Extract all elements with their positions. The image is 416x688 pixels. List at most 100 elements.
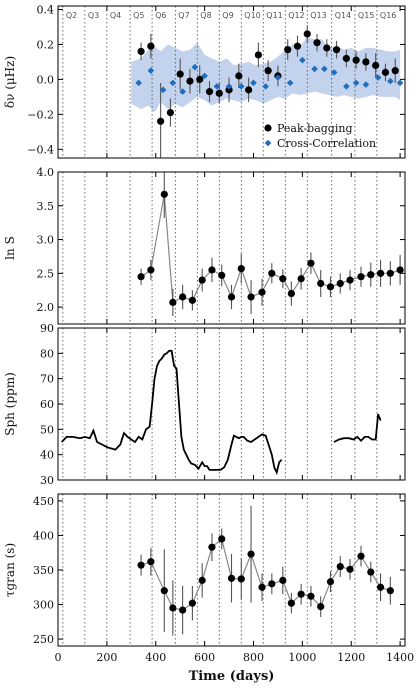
x-tick-label: 600 — [194, 651, 215, 664]
data-point-cross-correlation — [321, 65, 328, 73]
data-point — [346, 276, 354, 284]
y-axis-label: δν (μHz) — [3, 56, 17, 108]
panel-ln-s: 2.0 2.5 3.0 3.5 4.0 ln S — [3, 166, 406, 325]
data-point — [386, 587, 394, 595]
data-point — [237, 265, 245, 273]
data-point — [357, 552, 365, 560]
panel-frame — [57, 171, 406, 325]
y-tick-label: 0.0 — [37, 73, 55, 86]
quarter-label: Q10 — [244, 11, 260, 20]
y-tick-label: 40 — [40, 449, 54, 462]
data-point — [326, 283, 335, 291]
plot-area — [62, 494, 394, 646]
data-point — [160, 190, 168, 198]
quarter-label: Q2 — [66, 11, 77, 20]
data-point — [287, 599, 295, 607]
data-point — [160, 587, 168, 595]
y-tick-label: 90 — [40, 322, 54, 335]
legend-marker-peak-bagging — [264, 124, 272, 132]
y-tick-label: 0.2 — [37, 38, 55, 51]
data-point-peak-bagging — [215, 89, 223, 97]
data-point-peak-bagging — [313, 39, 321, 47]
data-point-peak-bagging — [303, 30, 311, 38]
data-point-peak-bagging — [225, 86, 233, 94]
y-tick-label: 3.0 — [37, 234, 55, 247]
data-point — [188, 296, 197, 304]
data-point — [268, 269, 276, 277]
data-point — [317, 279, 325, 288]
x-tick-label: 1400 — [386, 651, 414, 664]
data-point — [179, 606, 187, 614]
data-point-cross-correlation — [159, 86, 167, 94]
data-point-cross-correlation — [135, 79, 142, 87]
plot-area — [61, 328, 382, 480]
data-point — [336, 279, 344, 288]
data-point — [208, 266, 216, 274]
data-point-cross-correlation — [169, 79, 177, 87]
data-point — [137, 273, 145, 281]
data-point — [169, 604, 177, 612]
data-point — [198, 576, 206, 584]
y-tick-label: −0.4 — [27, 143, 54, 156]
data-point — [247, 293, 255, 301]
data-point — [367, 568, 375, 576]
data-point — [218, 535, 226, 543]
data-point-cross-correlation — [213, 83, 221, 90]
x-axis-title: Time (days) — [189, 669, 275, 684]
data-point-cross-correlation — [286, 79, 294, 87]
data-point-peak-bagging — [352, 56, 360, 64]
data-point-cross-correlation — [299, 56, 306, 64]
data-point — [317, 603, 325, 611]
data-point — [297, 275, 305, 283]
y-tick-label: 0.4 — [37, 3, 55, 16]
x-tick-label: 200 — [96, 651, 117, 664]
y-tick-label: 250 — [33, 633, 54, 646]
data-point — [376, 269, 385, 277]
data-point-cross-correlation — [330, 69, 338, 76]
y-tick-label: 50 — [40, 423, 54, 436]
quarter-label: Q3 — [88, 11, 99, 20]
data-point-cross-correlation — [147, 67, 155, 74]
data-point — [376, 583, 385, 591]
series-line — [333, 413, 382, 443]
y-axis-label: Sph (ppm) — [3, 372, 17, 436]
data-point — [297, 590, 305, 598]
data-point-peak-bagging — [147, 42, 155, 50]
data-point-cross-correlation — [387, 77, 394, 85]
data-point-peak-bagging — [264, 67, 272, 75]
quarter-label: Q4 — [110, 11, 121, 20]
data-point-peak-bagging — [157, 117, 165, 125]
y-tick-label: 4.0 — [37, 166, 55, 179]
data-point — [218, 271, 226, 279]
data-point — [367, 271, 375, 279]
data-point — [258, 583, 266, 591]
data-point-peak-bagging — [254, 51, 262, 59]
data-point-peak-bagging — [342, 54, 350, 63]
data-point-cross-correlation — [343, 83, 350, 90]
y-tick-label: 3.5 — [37, 200, 55, 213]
y-tick-label: 80 — [40, 347, 54, 360]
y-tick-label: 2.5 — [37, 267, 55, 280]
data-point-cross-correlation — [362, 81, 370, 88]
data-point — [268, 580, 276, 588]
y-tick-label: 30 — [40, 474, 54, 487]
x-tick-label: 0 — [55, 651, 62, 664]
data-point-peak-bagging — [176, 70, 184, 78]
x-tick-label: 1200 — [337, 651, 365, 664]
x-tick-label: 800 — [243, 651, 264, 664]
data-point-cross-correlation — [311, 65, 318, 73]
quarter-label: Q12 — [288, 11, 304, 20]
data-point — [237, 575, 245, 583]
data-point — [336, 562, 344, 571]
data-point-peak-bagging — [245, 86, 253, 94]
data-point-cross-correlation — [191, 63, 199, 71]
data-point — [137, 561, 145, 569]
data-point-peak-bagging — [293, 42, 302, 50]
data-point — [326, 578, 335, 586]
quarter-label: Q11 — [266, 11, 282, 20]
data-point — [147, 558, 155, 566]
data-point-cross-correlation — [274, 74, 282, 81]
data-point-cross-correlation — [225, 83, 233, 90]
data-point-peak-bagging — [332, 46, 341, 54]
